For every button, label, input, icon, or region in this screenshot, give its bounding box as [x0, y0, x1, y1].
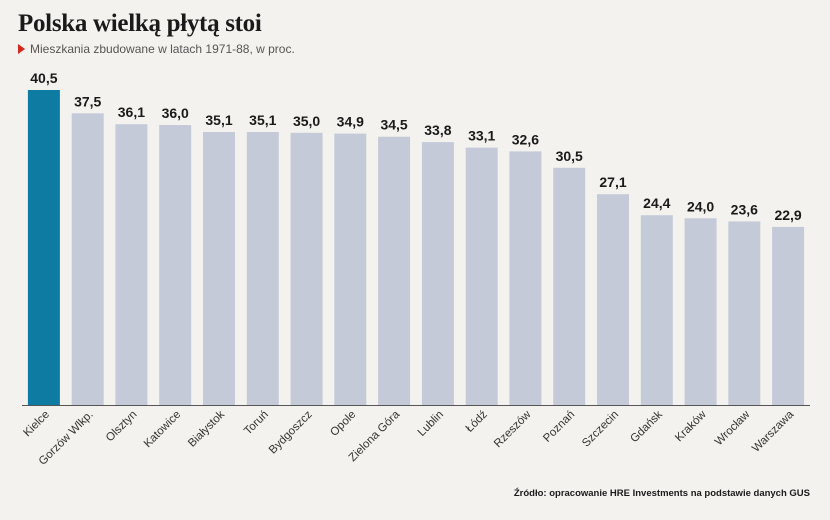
bar-18: [772, 226, 805, 405]
category-label: Poznań: [541, 409, 577, 445]
category-label: Opole: [328, 409, 358, 439]
category-label: Białystok: [186, 408, 227, 449]
bar-5: [203, 132, 235, 405]
category-label: Toruń: [242, 409, 271, 438]
bar-9: [378, 136, 411, 405]
category-label: Gdańsk: [628, 408, 665, 445]
bar-value-label: 40,5: [30, 70, 57, 86]
bar-value-label: 24,4: [643, 195, 670, 211]
bar-value-label: 22,9: [774, 207, 801, 223]
bar-14: [597, 194, 629, 405]
bar-12: [509, 151, 542, 405]
bar-value-label: 33,1: [468, 128, 495, 144]
bar-8: [334, 133, 367, 405]
bar-value-label: 32,6: [512, 131, 539, 147]
bar-7: [290, 132, 323, 406]
category-label: Katowice: [142, 409, 183, 450]
bar-10: [421, 142, 454, 405]
bar-value-label: 24,0: [687, 198, 714, 214]
bar-6: [246, 132, 279, 405]
bar-1: [27, 90, 60, 405]
bar-2: [71, 113, 104, 406]
category-label: Olsztyn: [104, 409, 140, 445]
bar-value-label: 33,8: [424, 122, 451, 138]
category-label: Lublin: [416, 409, 446, 439]
bar-16: [684, 218, 717, 405]
category-label: Bydgoszcz: [267, 408, 315, 456]
category-label: Kielce: [21, 409, 52, 440]
bar-value-label: 35,0: [293, 113, 320, 129]
chart-subtitle: Mieszkania zbudowane w latach 1971-88, w…: [18, 42, 295, 56]
category-label: Rzeszów: [492, 408, 534, 450]
bar-3: [115, 124, 148, 405]
category-label: Szczecin: [580, 409, 621, 450]
category-label: Kraków: [673, 408, 709, 444]
bar-value-label: 34,9: [337, 114, 364, 130]
bar-value-label: 35,1: [249, 112, 276, 128]
bar-value-label: 34,5: [380, 117, 407, 133]
category-label: Łódź: [464, 408, 490, 434]
bar-value-label: 30,5: [556, 148, 583, 164]
subtitle-text: Mieszkania zbudowane w latach 1971-88, w…: [30, 42, 295, 56]
category-label: Warszawa: [750, 408, 797, 455]
bar-value-label: 27,1: [599, 174, 626, 190]
bar-4: [159, 125, 192, 405]
bar-value-label: 23,6: [731, 201, 758, 217]
source-note: Źródło: opracowanie HRE Investments na p…: [513, 488, 810, 499]
bar-value-label: 37,5: [74, 93, 101, 109]
chart-title: Polska wielką płytą stoi: [18, 10, 262, 37]
triangle-marker-icon: [18, 44, 25, 54]
bar-15: [640, 215, 673, 405]
bar-value-label: 36,0: [162, 105, 189, 121]
bar-13: [553, 167, 586, 405]
bar-value-label: 36,1: [118, 104, 145, 120]
bar-11: [465, 147, 498, 405]
category-label: Wrocław: [713, 408, 753, 448]
bar-value-label: 35,1: [205, 112, 232, 128]
bar-17: [728, 221, 761, 405]
